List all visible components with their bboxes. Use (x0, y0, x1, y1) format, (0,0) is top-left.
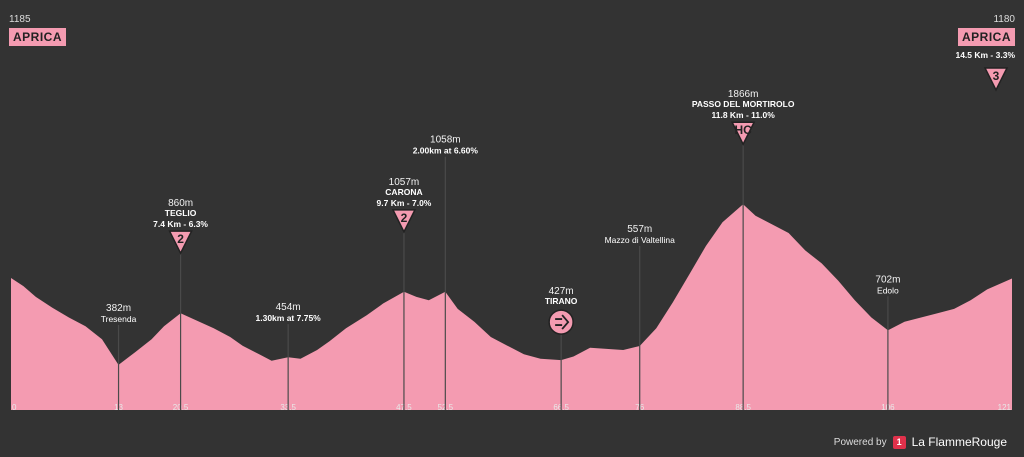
finish-category-marker: 3 (983, 67, 1009, 92)
sprint-icon (548, 309, 574, 335)
sprint-altitude: 427m (549, 286, 574, 297)
brand-name: La FlammeRouge (911, 435, 1007, 449)
category-label: 2 (177, 232, 184, 246)
climb-stats: 11.8 Km - 11.0% (711, 110, 775, 120)
point-altitude: 702m (875, 274, 900, 285)
finish-label: 1180 APRICA 14.5 Km - 3.3% (955, 14, 1015, 60)
climb-name: PASSO DEL MORTIROLO (692, 99, 795, 109)
town-name: Tresenda (101, 314, 137, 324)
finish-town: APRICA (957, 28, 1015, 46)
finish-climb-stats: 14.5 Km - 3.3% (955, 50, 1015, 60)
start-label: 1185 APRICA (9, 14, 67, 46)
climb-name: TEGLIO (165, 208, 197, 218)
flamme-rouge-logo-icon: 1 (892, 435, 906, 449)
start-elevation: 1185 (9, 14, 31, 25)
climb-category-marker: 2 (391, 209, 417, 234)
category-marker-shape (391, 209, 417, 234)
climb-category-marker: HC (730, 121, 756, 146)
sprint-name: TIRANO (545, 296, 578, 306)
category-marker-shape (168, 230, 193, 255)
climb-category-marker: 2 (168, 230, 193, 255)
category-label: 2 (401, 211, 408, 225)
start-town: APRICA (9, 28, 67, 46)
category-marker-shape (983, 67, 1009, 92)
x-tick-label: 0 (12, 403, 17, 412)
town-name: Mazzo di Valtellina (605, 235, 676, 245)
climb-altitude: 860m (168, 198, 193, 209)
point-stats: 2.00km at 6.60% (413, 146, 479, 156)
climb-stats: 7.4 Km - 6.3% (153, 219, 208, 229)
category-label: HC (734, 123, 752, 137)
climb-altitude: 1057m (389, 177, 420, 188)
climb-stats: 9.7 Km - 7.0% (377, 198, 432, 208)
point-altitude: 454m (276, 302, 301, 313)
town-name: Edolo (877, 285, 899, 295)
climb-altitude: 1866m (728, 89, 759, 100)
sprint-arrow-icon (555, 314, 570, 330)
point-stats: 1.30km at 7.75% (256, 313, 322, 323)
finish-elevation: 1180 (993, 14, 1015, 25)
category-marker-shape (730, 121, 756, 146)
climb-name: CARONA (385, 187, 422, 197)
branding: Powered by 1 La FlammeRouge (834, 435, 1007, 449)
profile-area (11, 204, 1012, 410)
point-altitude: 1058m (430, 135, 461, 146)
point-altitude: 557m (627, 224, 652, 235)
point-altitude: 382m (106, 303, 131, 314)
powered-by-text: Powered by (833, 436, 887, 448)
x-tick-label: 121 (998, 403, 1012, 412)
category-label: 3 (993, 69, 1000, 83)
